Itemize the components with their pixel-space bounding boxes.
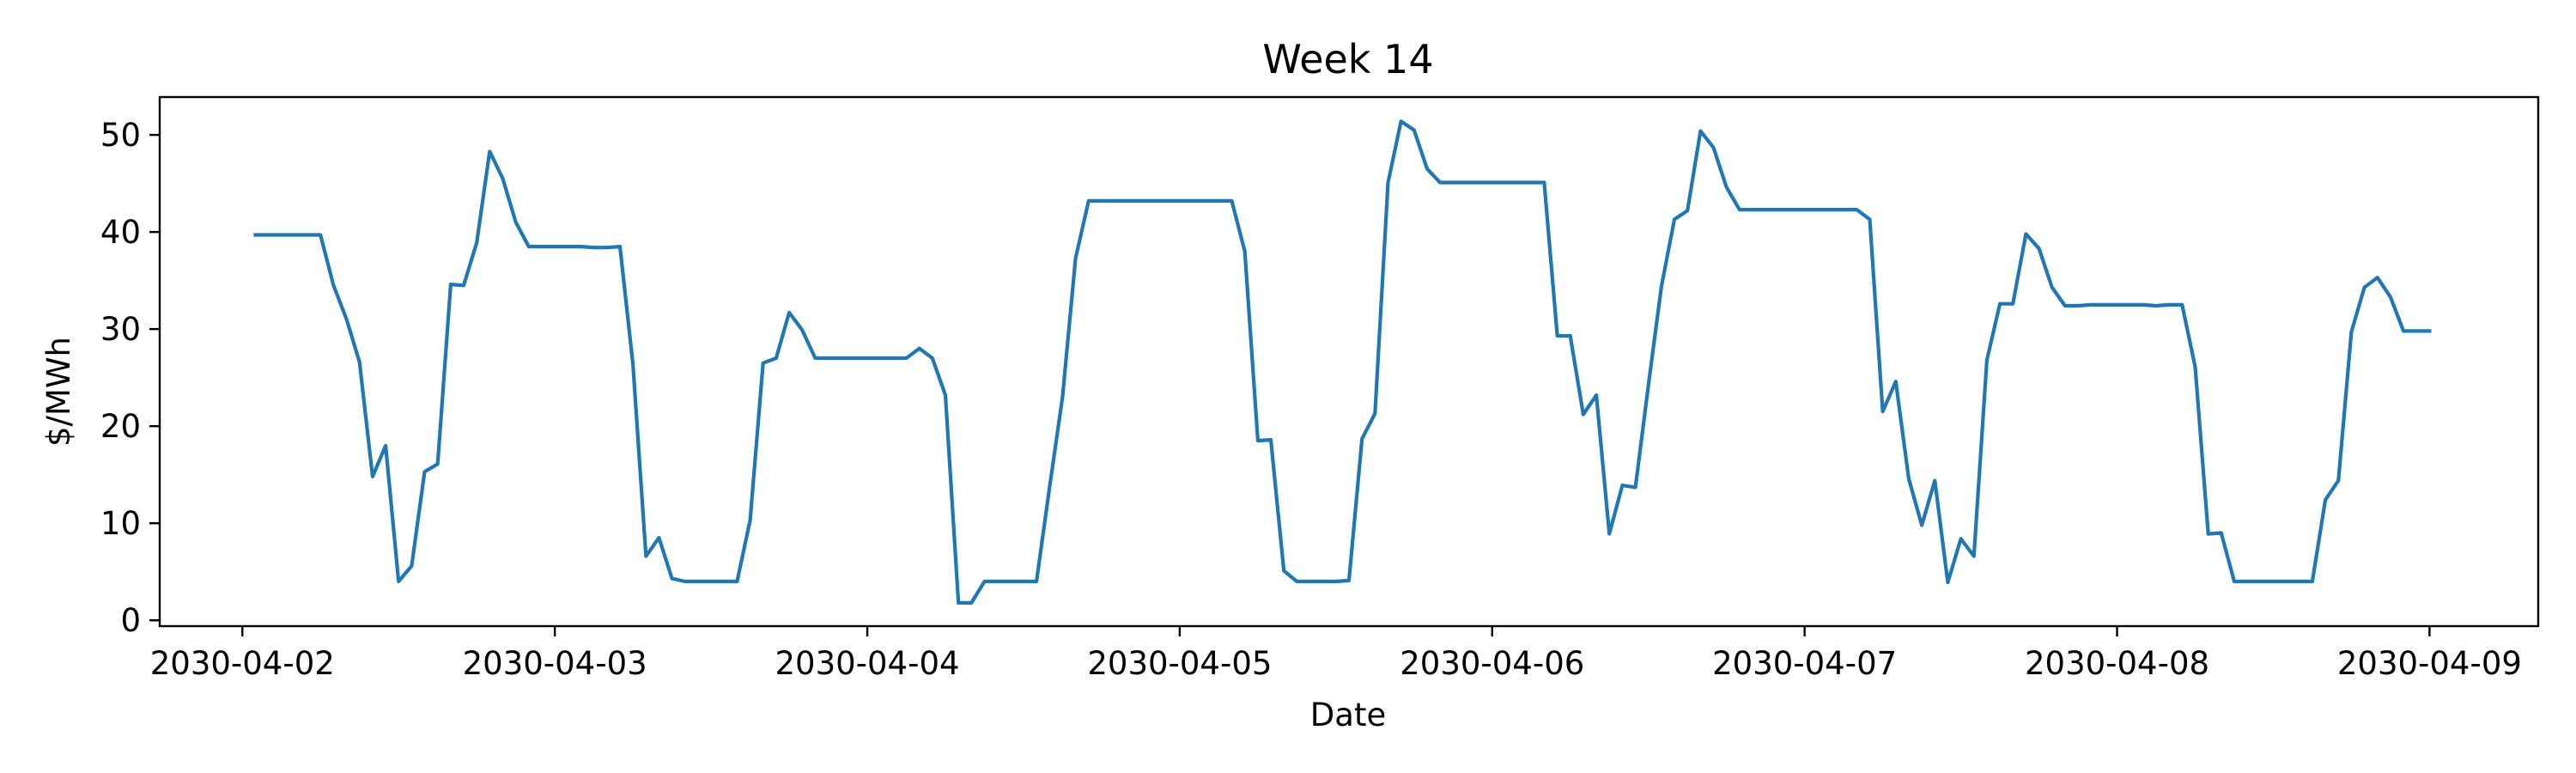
x-tick-label: 2030-04-08: [2025, 645, 2209, 682]
x-tick-label: 2030-04-02: [150, 645, 335, 682]
y-tick-label: 50: [100, 117, 141, 154]
x-tick-label: 2030-04-05: [1087, 645, 1272, 682]
y-axis-label: $/MWh: [40, 337, 77, 447]
y-tick-label: 40: [100, 214, 141, 251]
y-tick-label: 30: [100, 311, 141, 348]
x-axis-label: Date: [1310, 697, 1386, 733]
x-tick-label: 2030-04-04: [775, 645, 960, 682]
x-tick-label: 2030-04-03: [463, 645, 647, 682]
y-tick-label: 20: [100, 408, 141, 445]
axes-frame: [158, 95, 2540, 628]
plot-area: [253, 119, 2432, 606]
series-line: [253, 119, 2432, 606]
y-tick-label: 0: [120, 602, 141, 639]
y-tick-label: 10: [100, 505, 141, 542]
x-tick-label: 2030-04-09: [2337, 645, 2522, 682]
chart-title: Week 14: [1262, 36, 1433, 82]
x-tick-label: 2030-04-06: [1400, 645, 1584, 682]
x-tick-label: 2030-04-07: [1712, 645, 1897, 682]
